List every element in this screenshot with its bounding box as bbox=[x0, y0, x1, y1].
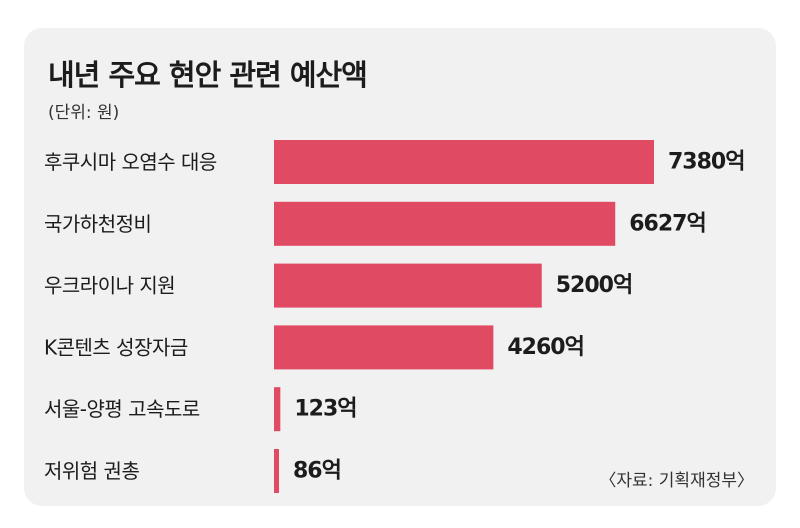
value-label: 86억 bbox=[293, 459, 341, 484]
value-label: 6627억 bbox=[629, 211, 705, 236]
bar bbox=[274, 449, 279, 493]
category-label: K콘텐츠 성장자금 bbox=[44, 335, 188, 359]
category-label: 저위험 권총 bbox=[44, 459, 139, 483]
category-label: 국가하천정비 bbox=[44, 212, 151, 236]
bar bbox=[274, 201, 616, 246]
chart-title: 내년 주요 현안 관련 예산액 bbox=[48, 58, 368, 92]
bar bbox=[274, 387, 281, 432]
category-label: 후쿠시마 오염수 대응 bbox=[44, 150, 217, 174]
bar bbox=[274, 140, 654, 184]
value-label: 4260억 bbox=[507, 335, 583, 360]
category-label: 서울-양평 고속도로 bbox=[44, 397, 200, 421]
value-label: 5200억 bbox=[556, 273, 632, 298]
bar bbox=[274, 325, 494, 370]
value-label: 7380억 bbox=[668, 150, 744, 175]
bar bbox=[274, 263, 542, 308]
source-note: 〈자료: 기획재정부〉 bbox=[599, 471, 754, 491]
category-label: 우크라이나 지원 bbox=[44, 274, 175, 298]
unit-note: (단위: 원) bbox=[48, 103, 120, 123]
value-label: 123억 bbox=[294, 397, 356, 422]
